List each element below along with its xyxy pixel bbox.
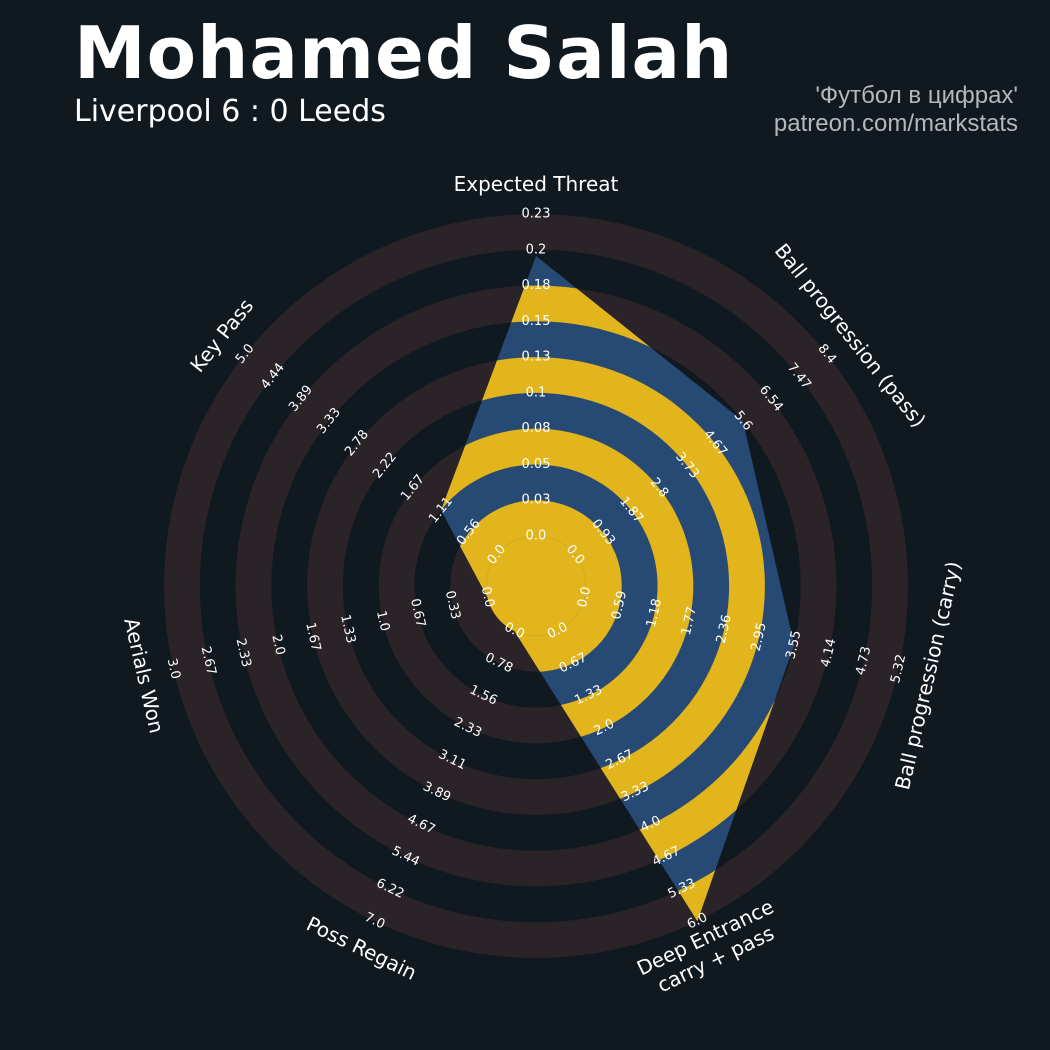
tick-label: 3.0 [164,657,183,681]
tick-label: 0.05 [522,457,551,472]
tick-label: 1.33 [337,613,358,645]
tick-label: 4.73 [853,645,874,677]
tick-label: 0.1 [526,385,547,400]
tick-label: 0.67 [407,597,428,629]
tick-label: 2.36 [714,613,735,645]
param-label-line: Expected Threat [454,172,619,196]
tick-label: 0.33 [442,589,463,621]
tick-label: 0.59 [609,589,630,621]
tick-label: 1.0 [373,609,392,633]
tick-label: 0.2 [526,242,547,257]
param-label-line: Aerials Won [119,616,169,736]
tick-label: 2.67 [198,645,219,677]
tick-label: 2.0 [268,633,287,657]
param-label: Aerials Won [119,616,169,736]
tick-label: 1.77 [679,605,700,637]
credit-line-2: patreon.com/markstats [773,110,1018,137]
tick-label: 2.33 [233,637,254,669]
tick-label: 0.03 [522,493,551,508]
tick-label: 0.18 [522,278,551,293]
player-name-title: Mohamed Salah [74,11,734,95]
center-disc [486,536,586,636]
tick-label: 0.0 [575,585,594,609]
tick-label: 1.67 [302,621,323,653]
tick-label: 0.13 [522,350,551,365]
tick-label: 0.23 [522,207,551,222]
tick-label: 0.15 [522,314,551,329]
match-subtitle: Liverpool 6 : 0 Leeds [74,94,386,129]
tick-label: 4.14 [818,637,839,669]
tick-label: 1.18 [644,597,665,629]
param-label: Expected Threat [454,172,619,196]
tick-label: 0.0 [478,585,497,609]
tick-label: 0.08 [522,421,551,436]
tick-label: 3.55 [783,629,804,661]
tick-label: 2.95 [749,621,770,653]
tick-label: 5.32 [888,653,909,685]
tick-label: 0.0 [526,529,547,544]
credit-line-1: 'Футбол в цифрах' [815,82,1018,109]
